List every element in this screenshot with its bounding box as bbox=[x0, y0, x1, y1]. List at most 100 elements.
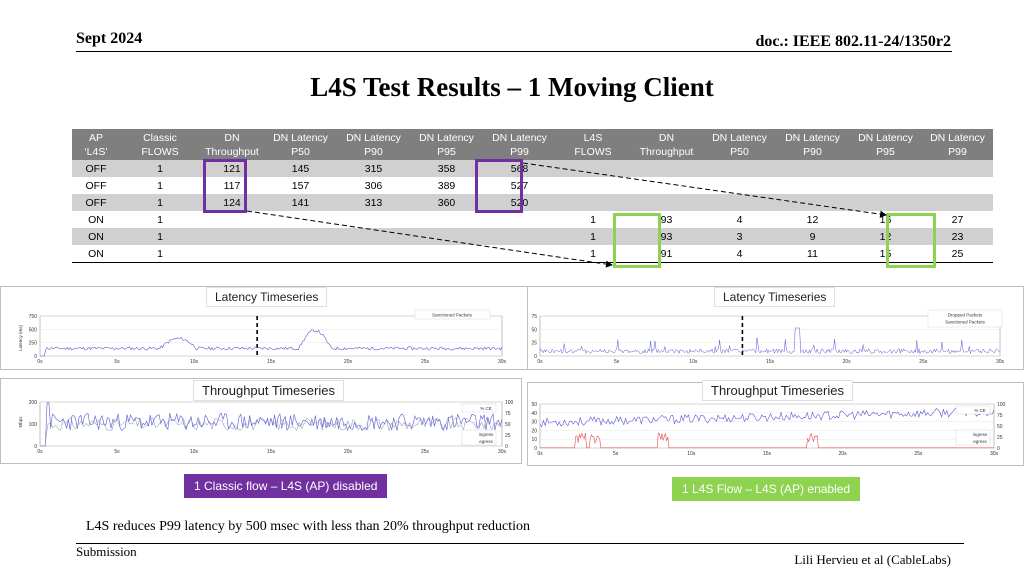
y-tick-label: 750 bbox=[29, 314, 38, 320]
plot-area bbox=[539, 403, 995, 449]
table-header-cell: AP ‘L4S’ bbox=[72, 129, 120, 160]
legend-label: ingress bbox=[973, 432, 988, 437]
legend-box bbox=[414, 309, 491, 320]
x-tick-label: 15s bbox=[763, 451, 772, 457]
y2-tick-label: 50 bbox=[997, 424, 1003, 430]
footer-rule bbox=[76, 543, 964, 544]
table-header-cell: Classic FLOWS bbox=[120, 129, 200, 160]
y-tick-label: 0 bbox=[34, 354, 37, 360]
ingress-series bbox=[539, 407, 995, 428]
y-axis-label: Latency (ms) bbox=[18, 324, 23, 351]
y-tick-label: 100 bbox=[29, 422, 38, 428]
table-cell bbox=[483, 228, 556, 245]
table-cell: 3 bbox=[703, 228, 776, 245]
table-cell bbox=[264, 228, 337, 245]
table-cell: 1 bbox=[120, 245, 200, 263]
table-cell: 25 bbox=[922, 245, 993, 263]
table-cell bbox=[556, 194, 630, 211]
header-line: DN Latency bbox=[346, 131, 401, 144]
header-line: L4S bbox=[583, 131, 603, 144]
legend-box bbox=[955, 429, 991, 446]
table-cell bbox=[849, 194, 922, 211]
y-tick-label: 50 bbox=[531, 327, 537, 333]
slide-title: L4S Test Results – 1 Moving Client bbox=[310, 72, 714, 102]
table-cell bbox=[483, 245, 556, 263]
table-cell: 527 bbox=[510, 179, 529, 192]
table-header-cell: DN Latency P50 bbox=[703, 129, 776, 160]
table-cell bbox=[922, 194, 993, 211]
plot-area bbox=[39, 315, 503, 357]
summary-text: L4S reduces P99 latency by 500 msec with… bbox=[86, 519, 531, 534]
legend-label: Sanctioned Packets bbox=[945, 320, 986, 325]
table-cell: 121 bbox=[200, 160, 264, 177]
table-body: OFF 1 121 145 315 358 568 OFF 1 117 157 306 389 527 OF… bbox=[72, 160, 993, 263]
y2-tick-label: 25 bbox=[997, 435, 1003, 441]
x-tick-label: 0s bbox=[37, 359, 43, 365]
y-tick-label: 250 bbox=[29, 341, 38, 347]
y-tick-label: 0 bbox=[534, 354, 537, 360]
table-cell: 1 bbox=[590, 213, 596, 226]
table-cell: 12 bbox=[849, 228, 922, 245]
x-tick-label: 30s bbox=[990, 451, 999, 457]
header-line: DN Latency bbox=[712, 131, 767, 144]
header-line: P99 bbox=[948, 145, 967, 158]
legend-box bbox=[955, 405, 991, 415]
header-line: FLOWS bbox=[574, 145, 612, 158]
header-line: P50 bbox=[291, 145, 310, 158]
table-cell bbox=[703, 194, 776, 211]
highlight-l4s-throughput bbox=[613, 213, 661, 268]
x-tick-label: 10s bbox=[687, 451, 696, 457]
table-cell bbox=[703, 160, 776, 177]
header-line: ‘L4S’ bbox=[84, 145, 108, 158]
table-cell: OFF bbox=[72, 160, 120, 177]
table-cell: 157 bbox=[291, 179, 310, 192]
table-cell bbox=[264, 245, 337, 263]
table-cell: 389 bbox=[437, 179, 456, 192]
table-row: OFF 1 124 141 313 360 520 bbox=[72, 194, 993, 211]
y-tick-label: 25 bbox=[531, 341, 537, 347]
x-tick-label: 20s bbox=[843, 359, 852, 365]
header-line: DN bbox=[658, 131, 675, 144]
x-tick-label: 25s bbox=[914, 451, 923, 457]
table-cell: 1 bbox=[556, 228, 630, 245]
header-line: FLOWS bbox=[141, 145, 179, 158]
table-cell: 145 bbox=[264, 160, 337, 177]
y2-tick-label: 75 bbox=[997, 413, 1003, 419]
table-header-cell: DN Latency P95 bbox=[849, 129, 922, 160]
latency-series bbox=[539, 327, 1001, 355]
x-tick-label: 25s bbox=[421, 359, 430, 365]
table-cell: 360 bbox=[410, 194, 483, 211]
header-line: P90 bbox=[364, 145, 383, 158]
x-tick-label: 5s bbox=[614, 359, 620, 365]
legend-label: % CE bbox=[480, 406, 492, 411]
table-header-cell: L4S FLOWS bbox=[556, 129, 630, 160]
x-tick-label: 15s bbox=[267, 359, 276, 365]
header-date: Sept 2024 bbox=[76, 30, 143, 47]
egress-series bbox=[40, 416, 503, 447]
x-tick-label: 15s bbox=[766, 359, 775, 365]
x-tick-label: 0s bbox=[537, 359, 543, 365]
x-tick-label: 0s bbox=[37, 449, 43, 455]
table-cell: 315 bbox=[337, 160, 410, 177]
x-tick-label: 20s bbox=[839, 451, 848, 457]
table-cell: ON bbox=[72, 245, 120, 263]
header-line: P95 bbox=[437, 145, 456, 158]
table-cell bbox=[200, 245, 264, 263]
x-tick-label: 10s bbox=[190, 359, 199, 365]
latency-series bbox=[40, 329, 503, 357]
header-line: P90 bbox=[803, 145, 822, 158]
y2-tick-label: 0 bbox=[505, 444, 508, 450]
y2-tick-label: 100 bbox=[997, 402, 1006, 408]
y-tick-label: 75 bbox=[531, 314, 537, 320]
x-tick-label: 15s bbox=[267, 449, 276, 455]
header-line: P50 bbox=[730, 145, 749, 158]
legend-box bbox=[461, 403, 497, 413]
table-row: ON 1 1 93 3 9 12 23 bbox=[72, 228, 993, 245]
table-cell: 358 bbox=[410, 160, 483, 177]
highlight-l4s-p99 bbox=[886, 213, 936, 268]
header-line: Throughput bbox=[205, 145, 259, 158]
table-cell: 1 bbox=[157, 213, 163, 226]
header-doc-id: doc.: IEEE 802.11-24/1350r2 bbox=[755, 33, 951, 50]
